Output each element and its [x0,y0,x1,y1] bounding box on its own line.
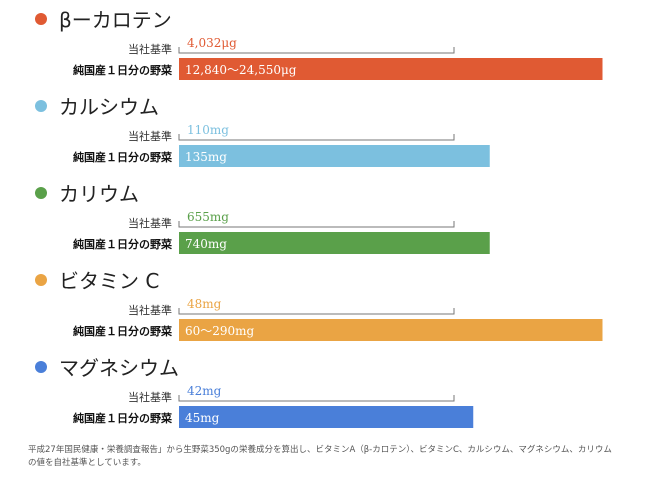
beta_carotene-title: βーカロテン [59,8,172,32]
vitamin_c-standard-row-label: 当社基準 [128,303,172,317]
calcium-legend-dot [35,100,47,112]
vitamin_c-title: ビタミン C [59,269,159,293]
potassium-standard-row-label: 当社基準 [128,216,172,230]
beta_carotene-product-bar [179,58,603,80]
potassium-standard-value-label: 655mg [187,210,229,224]
potassium-product-row-label: 純国産１日分の野菜 [73,237,173,251]
vitamin_c-standard-bracket [178,308,455,315]
potassium-title: カリウム [59,182,139,206]
footnote: 平成27年国民健康・栄養調査報告」から生野菜350gの栄養成分を算出し、ビタミン… [28,445,612,468]
magnesium-product-value-label: 45mg [185,411,220,425]
vitamin_c-legend-dot [35,274,47,286]
beta_carotene-legend-dot [35,13,47,25]
beta_carotene-standard-value-label: 4,032μg [187,36,237,50]
calcium-standard-bracket [178,134,455,141]
vitamin_c-product-row-label: 純国産１日分の野菜 [73,324,173,338]
beta_carotene-product-value-label: 12,840～24,550μg [185,63,297,77]
magnesium-standard-bracket [178,395,455,402]
potassium-standard-bracket [178,221,455,228]
calcium-standard-value-label: 110mg [187,123,229,137]
magnesium-legend-dot [35,361,47,373]
vitamin_c-product-bar [179,319,603,341]
calcium-product-row-label: 純国産１日分の野菜 [73,150,173,164]
magnesium-standard-row-label: 当社基準 [128,390,172,404]
magnesium-title: マグネシウム [59,356,179,380]
potassium-legend-dot [35,187,47,199]
beta_carotene-standard-row-label: 当社基準 [128,42,172,56]
calcium-title: カルシウム [59,95,159,119]
magnesium-standard-value-label: 42mg [187,384,222,398]
calcium-standard-row-label: 当社基準 [128,129,172,143]
potassium-product-value-label: 740mg [185,237,227,251]
beta_carotene-standard-bracket [178,47,455,54]
magnesium-product-bar [179,406,474,428]
magnesium-product-row-label: 純国産１日分の野菜 [73,411,173,425]
potassium-product-bar [179,232,490,254]
calcium-product-value-label: 135mg [185,150,227,164]
vitamin_c-product-value-label: 60～290mg [185,324,255,338]
vitamin_c-standard-value-label: 48mg [187,297,222,311]
calcium-product-bar [179,145,490,167]
beta_carotene-product-row-label: 純国産１日分の野菜 [73,63,173,77]
